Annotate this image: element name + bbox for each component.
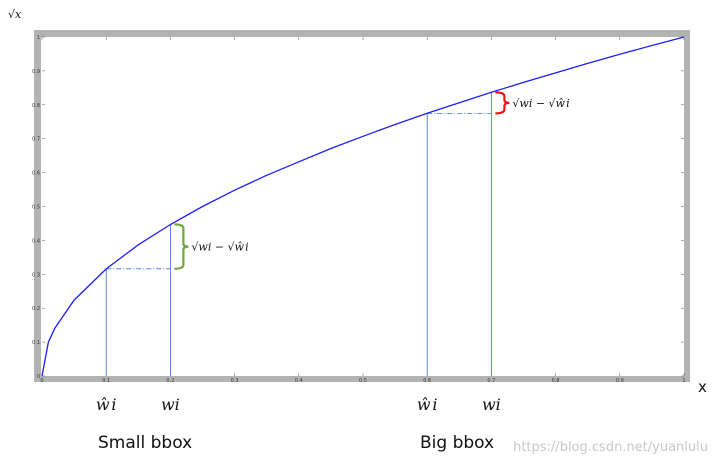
difference-brace xyxy=(174,223,189,270)
difference-brace xyxy=(495,91,510,115)
x-tick-label: 0.4 xyxy=(295,378,303,384)
w-hat-label: ŵi xyxy=(96,395,117,414)
difference-expression: √wi − √ŵi xyxy=(512,97,569,110)
w-label: wi xyxy=(161,395,180,414)
y-tick-label: 0 xyxy=(37,374,40,380)
axis-ticks: 0 0.1 0.2 0.3 0.4 0.5 0.6 0.7 0.8 0.9 1 0 0.1 0.2 0.3 0… xyxy=(32,35,686,384)
y-tick-label: 0.3 xyxy=(32,272,40,278)
x-tick-label: 0.6 xyxy=(423,378,431,384)
y-tick-label: 0.1 xyxy=(32,340,40,346)
x-tick-label: 0.3 xyxy=(231,378,239,384)
guide-lines xyxy=(105,92,492,376)
y-tick-label: 1 xyxy=(37,35,40,41)
x-tick-label: 1 xyxy=(682,378,685,384)
sqrt-curve xyxy=(41,36,685,377)
difference-expression: √wi − √ŵi xyxy=(191,241,248,254)
x-tick-label: 0.7 xyxy=(487,378,495,384)
difference-braces xyxy=(174,91,510,270)
plot-area xyxy=(41,37,684,376)
watermark: https://blog.csdn.net/yuanlulu xyxy=(513,440,708,455)
x-tick-label: 0.2 xyxy=(166,378,174,384)
w-label: wi xyxy=(482,395,501,414)
x-tick-label: 0.5 xyxy=(359,378,367,384)
x-tick-label: 0.8 xyxy=(552,378,560,384)
x-tick-label: 0.9 xyxy=(616,378,624,384)
x-tick-label: 0 xyxy=(40,378,43,384)
y-tick-label: 0.4 xyxy=(32,238,40,244)
y-tick-label: 0.7 xyxy=(32,137,40,143)
y-tick-label: 0.6 xyxy=(32,171,40,177)
y-axis-label: √x xyxy=(8,8,22,21)
y-tick-label: 0.5 xyxy=(32,205,40,211)
annotation-labels: √wi − √ŵi ŵi wi √wi − √ŵi ŵi wi xyxy=(96,97,570,414)
big-bbox-caption: Big bbox xyxy=(420,433,495,453)
x-tick-label: 0.1 xyxy=(102,378,110,384)
x-axis-label: x xyxy=(698,378,707,396)
y-tick-label: 0.8 xyxy=(32,103,40,109)
small-bbox-caption: Small bbox xyxy=(98,433,193,453)
y-tick-label: 0.9 xyxy=(32,69,40,75)
y-tick-label: 0.2 xyxy=(32,306,40,312)
plot-frame xyxy=(34,30,690,382)
w-hat-label: ŵi xyxy=(417,395,438,414)
